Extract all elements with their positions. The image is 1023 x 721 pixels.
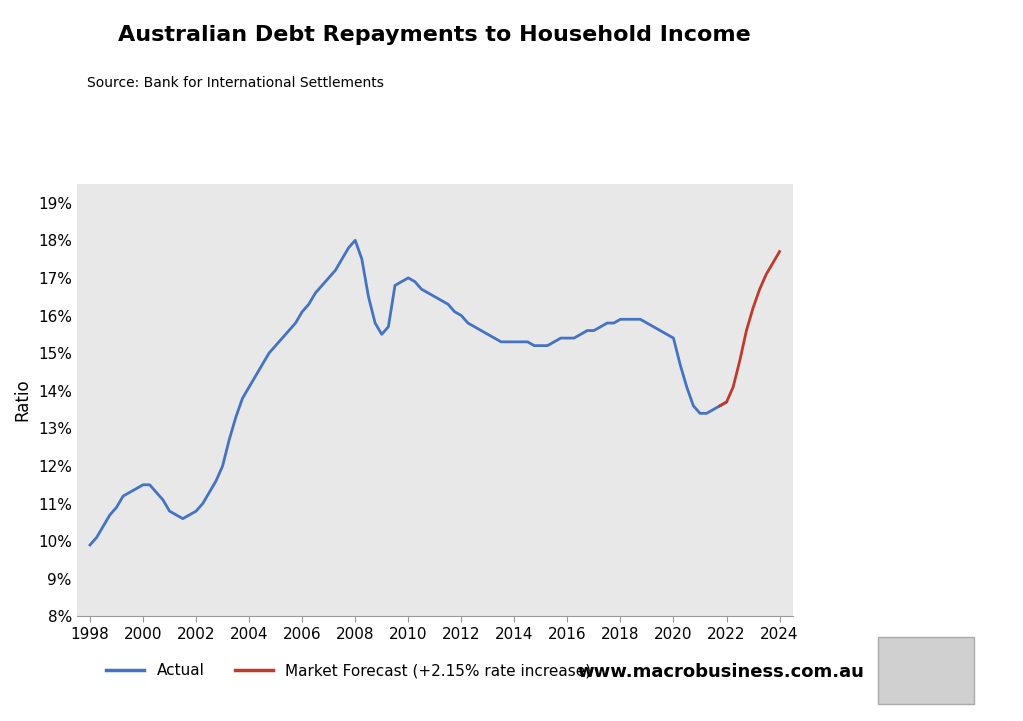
Legend: Actual, Market Forecast (+2.15% rate increase): Actual, Market Forecast (+2.15% rate inc… (100, 658, 597, 684)
FancyBboxPatch shape (878, 637, 974, 704)
Text: Source: Bank for International Settlements: Source: Bank for International Settlemen… (87, 76, 384, 89)
Text: www.macrobusiness.com.au: www.macrobusiness.com.au (578, 663, 864, 681)
Text: BUSINESS: BUSINESS (824, 110, 978, 137)
Text: Australian Debt Repayments to Household Income: Australian Debt Repayments to Household … (119, 25, 751, 45)
Text: MACRO: MACRO (844, 63, 958, 91)
Y-axis label: Ratio: Ratio (13, 379, 31, 422)
